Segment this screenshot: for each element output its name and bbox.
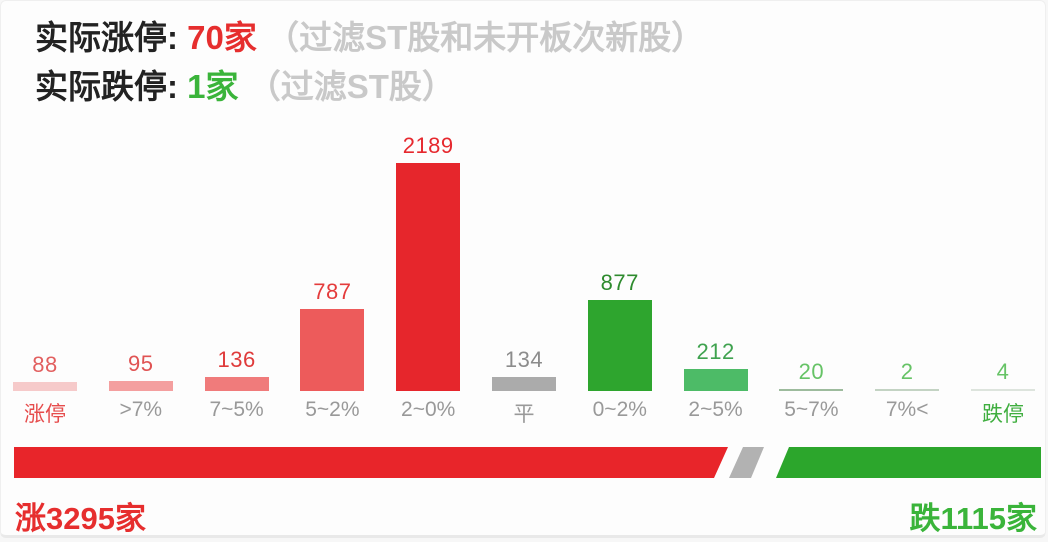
bar-slot: 2189 [396, 133, 461, 391]
category-label: 7~5% [209, 398, 264, 421]
bar-value-label: 877 [600, 270, 639, 295]
category-label: 7%< [885, 398, 929, 421]
bar-slot: 787 [300, 279, 365, 391]
limit-up-line: 实际涨停: 70家 （过滤ST股和未开板次新股） [35, 13, 704, 62]
limit-down-note: （过滤ST股） [247, 68, 455, 105]
category-label: 平 [513, 403, 535, 426]
bar [13, 382, 77, 391]
bar-value-label: 2 [900, 359, 914, 384]
bar [779, 389, 844, 391]
bar-value-label: 4 [996, 359, 1010, 384]
bar-slot: 4 [970, 359, 1035, 391]
bar-slot: 2 [875, 359, 940, 391]
limit-up-count: 70家 [187, 19, 257, 56]
bar-slot: 877 [587, 270, 652, 391]
category-label: 2~0% [401, 398, 456, 421]
category-label: 0~2% [592, 398, 647, 421]
categories-row: 涨停 >7% 7~5% 5~2% 2~0% 平 0~2% 2~5% 5~7% 7%< 跌停 [13, 398, 1035, 428]
bars-row: 88 95 136 787 2189 134 877 212 20 2 4 [13, 133, 1035, 391]
bar [683, 369, 748, 391]
bar [204, 377, 269, 391]
bar-value-label: 20 [798, 359, 825, 384]
bar [108, 381, 173, 391]
bar-slot: 20 [779, 359, 844, 391]
category-label: 2~5% [688, 398, 743, 421]
bar [300, 309, 365, 391]
bar [491, 377, 556, 391]
advance-segment [14, 447, 728, 478]
bar-slot: 88 [13, 352, 77, 391]
category-label: 5~7% [784, 398, 839, 421]
advance-decline-bar [1, 447, 1048, 478]
header: 实际涨停: 70家 （过滤ST股和未开板次新股） 实际跌停: 1家 （过滤ST股… [35, 13, 704, 111]
bar-slot: 134 [491, 347, 556, 391]
limit-up-note: （过滤ST股和未开板次新股） [266, 19, 705, 56]
category-label: 5~2% [305, 398, 360, 421]
bar-value-label: 88 [32, 352, 58, 377]
bar-value-label: 2189 [402, 133, 454, 158]
decline-count-label: 跌1115家 [909, 501, 1037, 536]
bar [587, 300, 652, 391]
limit-down-line: 实际跌停: 1家 （过滤ST股） [35, 62, 704, 111]
bar-value-label: 95 [128, 351, 154, 376]
limit-up-label: 实际涨停: [35, 19, 188, 56]
bar-slot: 95 [108, 351, 173, 391]
flat-segment [729, 447, 764, 478]
bar-value-label: 134 [504, 347, 544, 372]
category-label: 涨停 [24, 403, 66, 426]
bar-slot: 136 [204, 347, 269, 391]
bar-value-label: 787 [313, 279, 352, 304]
limit-down-count: 1家 [187, 68, 239, 105]
bar [875, 389, 940, 391]
category-label: 跌停 [981, 403, 1024, 426]
bar-value-label: 136 [217, 347, 256, 372]
limit-down-label: 实际跌停: [35, 68, 188, 105]
bar [970, 389, 1035, 391]
bar [396, 163, 461, 391]
bar-slot: 212 [683, 339, 748, 391]
advance-count-label: 涨3295家 [15, 501, 146, 536]
category-label: >7% [119, 398, 163, 421]
decline-segment [776, 447, 1041, 478]
bar-value-label: 212 [696, 339, 735, 364]
